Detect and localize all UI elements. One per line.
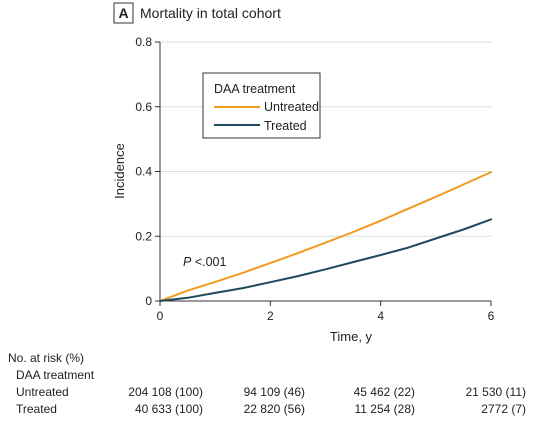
- risk-cell-untreated-0: 204 108 (100): [128, 385, 203, 399]
- y-tick-label-0: 0: [145, 294, 152, 308]
- risk-cell-treated-2: 22 820 (56): [244, 402, 305, 416]
- risk-cell-treated-6: 2772 (7): [481, 402, 526, 416]
- legend-box: [202, 72, 321, 139]
- legend-label-treated: Treated: [264, 119, 307, 133]
- risk-table-group-label: DAA treatment: [16, 368, 95, 382]
- series-line-treated: [159, 218, 492, 302]
- risk-cell-untreated-2: 94 109 (46): [244, 385, 305, 399]
- y-tick-label-3: 0.6: [135, 100, 152, 114]
- x-tick-label-3: 6: [488, 309, 495, 323]
- x-tick-label-2: 4: [377, 309, 384, 323]
- x-tick-label-1: 2: [267, 309, 274, 323]
- panel-letter-box: [113, 2, 134, 24]
- risk-table-title: No. at risk (%): [8, 351, 84, 365]
- y-tick-label-2: 0.4: [135, 165, 152, 179]
- risk-cell-untreated-6: 21 530 (11): [466, 385, 527, 399]
- risk-cell-untreated-4: 45 462 (22): [354, 385, 415, 399]
- risk-cell-treated-0: 40 633 (100): [135, 402, 203, 416]
- y-tick-label-1: 0.2: [135, 229, 152, 243]
- chart-title: Mortality in total cohort: [140, 5, 281, 21]
- series: [159, 171, 492, 302]
- legend: DAA treatment Untreated Treated: [202, 72, 321, 139]
- p-value-annotation: P <.001: [183, 255, 226, 269]
- y-axis-title: Incidence: [112, 143, 127, 199]
- x-axis-title: Time, y: [330, 329, 373, 344]
- gridlines: [160, 41, 491, 237]
- x-tick-label-0: 0: [157, 309, 164, 323]
- y-tick-label-4: 0.8: [135, 35, 152, 49]
- risk-row-label-untreated: Untreated: [16, 385, 69, 399]
- legend-title: DAA treatment: [214, 82, 296, 96]
- panel-letter: A: [118, 5, 128, 21]
- risk-row-label-treated: Treated: [16, 402, 57, 416]
- risk-table: No. at risk (%) DAA treatment Untreated …: [8, 351, 526, 416]
- series-line-untreated: [159, 171, 492, 302]
- risk-cell-treated-4: 11 254 (28): [355, 402, 416, 416]
- legend-label-untreated: Untreated: [264, 100, 319, 114]
- axes: 0 0.2 0.4 0.6 0.8 0 2 4 6: [135, 35, 494, 323]
